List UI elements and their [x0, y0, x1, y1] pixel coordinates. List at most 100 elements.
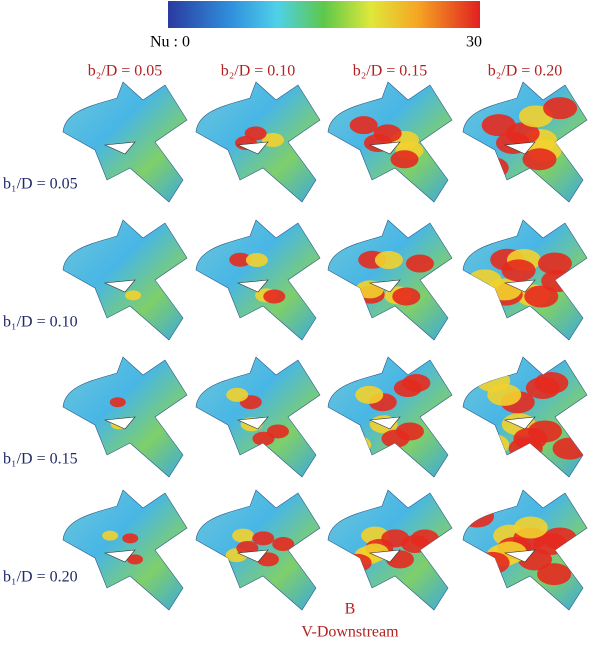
column-label: b₂/D = 0.20 — [488, 63, 563, 80]
hot-spot — [102, 530, 119, 541]
hot-spot — [467, 269, 502, 292]
hot-spot — [226, 387, 249, 402]
hot-spots — [229, 252, 286, 304]
hot-spot — [272, 537, 295, 552]
hot-spot — [508, 437, 543, 460]
cut — [236, 279, 269, 293]
cut — [103, 141, 136, 155]
caption-text: V-Downstream — [301, 624, 399, 641]
cut — [368, 416, 401, 430]
row-label: b₁/D = 0.20 — [3, 569, 78, 586]
hot-spot — [349, 116, 378, 135]
contour-plot — [62, 219, 188, 341]
cut — [503, 279, 536, 293]
contour-plot — [195, 219, 321, 341]
cut — [103, 416, 136, 430]
contour-plot — [462, 81, 588, 203]
hot-spot — [534, 372, 569, 395]
row-label: b₁/D = 0.05 — [3, 176, 78, 193]
hot-spot — [402, 374, 431, 393]
hot-spot — [262, 133, 284, 147]
surface — [195, 489, 321, 611]
hot-spots — [102, 530, 143, 565]
hot-spot — [552, 437, 587, 460]
hot-spot — [232, 528, 255, 543]
contour-plot — [462, 219, 588, 341]
hot-spot — [244, 126, 267, 141]
contour-plot — [462, 489, 588, 611]
hot-spot — [513, 516, 548, 539]
surface — [195, 81, 321, 203]
hot-spot — [543, 97, 578, 120]
hot-spot — [392, 287, 421, 306]
contour-plot — [62, 81, 188, 203]
cut — [236, 549, 269, 563]
caption-label: B — [345, 601, 356, 618]
contour-plot — [62, 356, 188, 478]
surface — [327, 219, 453, 341]
hot-spot — [410, 529, 439, 548]
contour-plot — [195, 489, 321, 611]
column-label: b₂/D = 0.05 — [88, 63, 163, 80]
hot-spot — [229, 252, 252, 267]
cut — [236, 416, 269, 430]
hot-spot — [537, 563, 572, 586]
hot-spot — [125, 290, 142, 301]
hot-spots — [349, 116, 424, 169]
cut — [103, 549, 136, 563]
hot-spot — [524, 285, 559, 308]
cut — [103, 279, 136, 293]
hot-spots — [467, 248, 576, 308]
hot-spot — [474, 156, 509, 179]
surface — [62, 219, 188, 341]
hot-spot — [252, 531, 275, 546]
hot-spot — [475, 551, 510, 574]
hot-spot — [542, 527, 577, 550]
hot-spot — [374, 251, 403, 270]
cut — [368, 549, 401, 563]
surface — [195, 219, 321, 341]
colorbar-max: 30 — [466, 34, 482, 51]
hot-spot — [252, 431, 275, 446]
hot-spot — [109, 397, 126, 408]
hot-spot — [405, 254, 434, 273]
hot-spot — [381, 429, 410, 448]
contour-plot — [62, 489, 188, 611]
hot-spot — [475, 433, 510, 456]
hot-spot — [481, 114, 516, 137]
contour-plot — [327, 81, 453, 203]
cut — [503, 549, 536, 563]
cut — [368, 279, 401, 293]
contour-plot — [195, 81, 321, 203]
contour-plot — [327, 489, 453, 611]
cut — [503, 416, 536, 430]
hot-spot — [343, 435, 372, 454]
hot-spot — [126, 554, 143, 565]
hot-spot — [476, 370, 511, 393]
hot-spot — [501, 259, 536, 282]
hot-spot — [390, 150, 419, 169]
hot-spot — [463, 505, 495, 528]
hot-spots — [125, 290, 142, 301]
cut — [236, 141, 269, 155]
contour-plot — [195, 356, 321, 478]
surface — [62, 81, 188, 203]
surface — [62, 489, 188, 611]
hot-spot — [541, 269, 576, 292]
row-label: b₁/D = 0.10 — [3, 314, 78, 331]
row-label: b₁/D = 0.15 — [3, 451, 78, 468]
surface — [62, 356, 188, 478]
hot-spot — [343, 553, 372, 572]
cut — [503, 141, 536, 155]
hot-spot — [122, 533, 139, 544]
contour-plot — [327, 219, 453, 341]
hot-spot — [355, 385, 384, 404]
column-label: b₂/D = 0.15 — [353, 63, 428, 80]
hot-spot — [373, 124, 402, 143]
column-label: b₂/D = 0.10 — [221, 63, 296, 80]
colorbar-min: Nu : 0 — [150, 34, 190, 51]
colorbar — [168, 1, 480, 28]
cut — [368, 141, 401, 155]
hot-spot — [522, 148, 557, 171]
